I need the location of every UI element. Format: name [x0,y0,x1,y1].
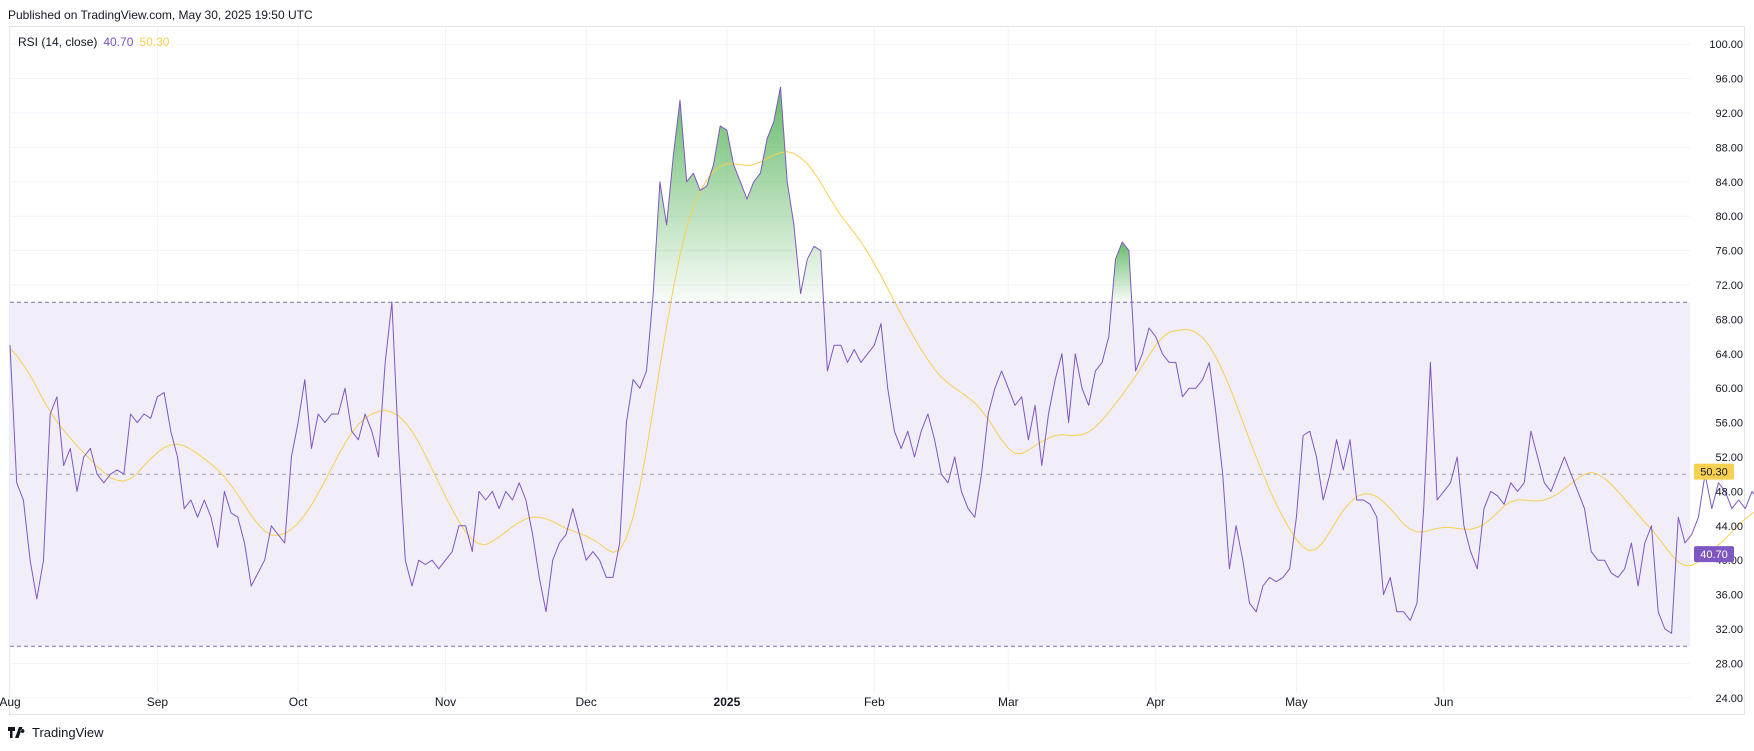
y-tick-label: 92.00 [1715,108,1743,120]
rsi-line [9,86,1754,634]
y-tick-label: 28.00 [1715,658,1743,670]
y-tick-label: 96.00 [1715,74,1743,86]
ma-price-label: 50.30 [1694,463,1734,480]
x-tick-label: Feb [864,695,885,709]
y-axis[interactable]: 24.0028.0032.0036.0040.0044.0048.0052.00… [1709,39,1743,705]
overbought-fill-layer [652,87,1132,303]
x-tick-label: Dec [576,695,597,709]
y-tick-label: 48.00 [1715,486,1743,498]
y-tick-label: 88.00 [1715,142,1743,154]
x-axis[interactable]: Aug Sep Oct Nov Dec 2025 Feb Mar Apr May Jun [0,695,1453,709]
x-tick-label: Aug [0,695,21,709]
x-tick-label: Sep [147,695,169,709]
overbought-fill [652,87,824,303]
y-tick-label: 72.00 [1715,280,1743,292]
y-tick-label: 76.00 [1715,246,1743,258]
rsi-price-label-text: 40.70 [1700,549,1728,561]
tradingview-logo-icon [8,726,25,738]
x-tick-label: Oct [289,695,308,709]
x-tick-label: May [1285,695,1308,709]
y-tick-label: 84.00 [1715,177,1743,189]
price-labels: 50.30 40.70 [1694,463,1734,563]
legend-rsi-value: 40.70 [103,35,134,49]
published-header: Published on TradingView.com, May 30, 20… [8,8,313,22]
y-tick-label: 32.00 [1715,624,1743,636]
x-tick-label: Apr [1146,695,1165,709]
rsi-price-label: 40.70 [1694,546,1734,563]
rsi-ma-line [9,151,1754,566]
y-tick-label: 24.00 [1715,693,1743,705]
legend-indicator-name: RSI (14, close) [18,35,98,49]
y-tick-label: 36.00 [1715,590,1743,602]
x-tick-label: Nov [435,695,456,709]
y-tick-label: 52.00 [1715,452,1743,464]
ma-price-label-text: 50.30 [1700,467,1728,479]
y-tick-label: 80.00 [1715,211,1743,223]
y-tick-label: 56.00 [1715,418,1743,430]
legend-ma-value: 50.30 [139,35,170,49]
y-tick-label: 60.00 [1715,383,1743,395]
x-tick-label: Jun [1434,695,1453,709]
y-tick-label: 68.00 [1715,314,1743,326]
y-tick-label: 64.00 [1715,349,1743,361]
x-tick-label: Mar [998,695,1019,709]
y-tick-label: 100.00 [1709,39,1743,51]
brand-name: TradingView [32,725,104,740]
footer-brand[interactable]: TradingView [8,725,104,740]
x-tick-label: 2025 [714,695,741,709]
indicator-legend[interactable]: RSI (14, close) 40.70 50.30 [18,35,169,49]
y-tick-label: 44.00 [1715,521,1743,533]
